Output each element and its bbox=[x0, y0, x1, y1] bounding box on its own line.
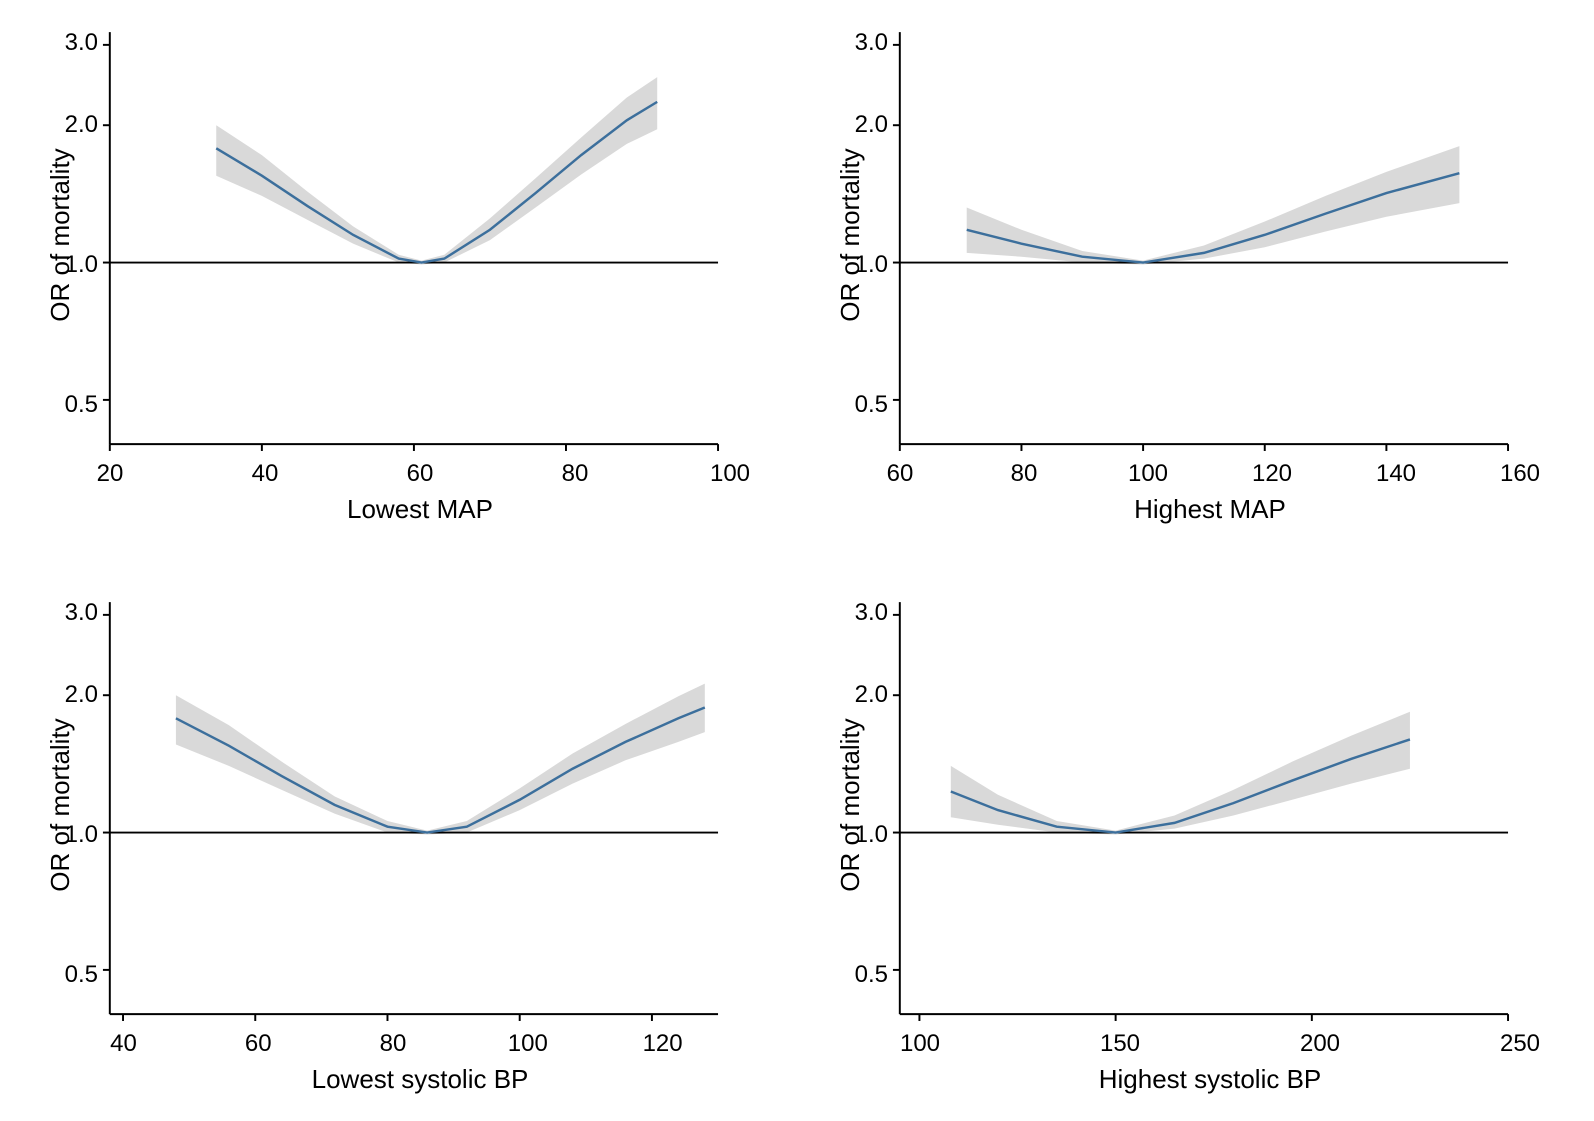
plot-area bbox=[893, 602, 1508, 1021]
xtick-label: 250 bbox=[1495, 1030, 1545, 1058]
panel-lowest-map: 204060801000.51.02.03.0OR of mortalityLo… bbox=[110, 30, 730, 450]
xtick-label: 200 bbox=[1295, 1030, 1345, 1058]
y-axis-label: OR of mortality bbox=[835, 135, 866, 335]
xtick-label: 80 bbox=[368, 1030, 418, 1058]
xtick-label: 20 bbox=[85, 460, 135, 488]
ytick-label: 0.5 bbox=[38, 961, 98, 989]
xtick-label: 120 bbox=[638, 1030, 688, 1058]
xtick-label: 80 bbox=[550, 460, 600, 488]
ytick-label: 3.0 bbox=[38, 29, 98, 57]
xtick-label: 60 bbox=[233, 1030, 283, 1058]
ci-band bbox=[216, 77, 657, 264]
xtick-label: 60 bbox=[875, 460, 925, 488]
ytick-label: 0.5 bbox=[828, 391, 888, 419]
xtick-label: 100 bbox=[503, 1030, 553, 1058]
xtick-label: 100 bbox=[1123, 460, 1173, 488]
figure-4panel: 204060801000.51.02.03.0OR of mortalityLo… bbox=[0, 0, 1594, 1121]
xtick-label: 160 bbox=[1495, 460, 1545, 488]
x-axis-label: Lowest MAP bbox=[110, 494, 730, 525]
y-axis-label: OR of mortality bbox=[45, 705, 76, 905]
xtick-label: 150 bbox=[1095, 1030, 1145, 1058]
x-axis-label: Highest systolic BP bbox=[900, 1064, 1520, 1095]
xtick-label: 100 bbox=[705, 460, 755, 488]
xtick-label: 40 bbox=[240, 460, 290, 488]
xtick-label: 80 bbox=[999, 460, 1049, 488]
xtick-label: 40 bbox=[98, 1030, 148, 1058]
ytick-label: 0.5 bbox=[828, 961, 888, 989]
x-axis-label: Highest MAP bbox=[900, 494, 1520, 525]
xtick-label: 140 bbox=[1371, 460, 1421, 488]
ci-band bbox=[176, 684, 705, 835]
plot-area bbox=[103, 32, 718, 451]
xtick-label: 60 bbox=[395, 460, 445, 488]
x-axis-label: Lowest systolic BP bbox=[110, 1064, 730, 1095]
ytick-label: 3.0 bbox=[828, 29, 888, 57]
ytick-label: 3.0 bbox=[38, 599, 98, 627]
panel-lowest-systolic: 4060801001200.51.02.03.0OR of mortalityL… bbox=[110, 600, 730, 1020]
ytick-label: 0.5 bbox=[38, 391, 98, 419]
panel-highest-map: 60801001201401600.51.02.03.0OR of mortal… bbox=[900, 30, 1520, 450]
plot-area bbox=[893, 32, 1508, 451]
y-axis-label: OR of mortality bbox=[835, 705, 866, 905]
xtick-label: 120 bbox=[1247, 460, 1297, 488]
ytick-label: 3.0 bbox=[828, 599, 888, 627]
xtick-label: 100 bbox=[895, 1030, 945, 1058]
y-axis-label: OR of mortality bbox=[45, 135, 76, 335]
panel-highest-systolic: 1001502002500.51.02.03.0OR of mortalityH… bbox=[900, 600, 1520, 1020]
plot-area bbox=[103, 602, 718, 1021]
